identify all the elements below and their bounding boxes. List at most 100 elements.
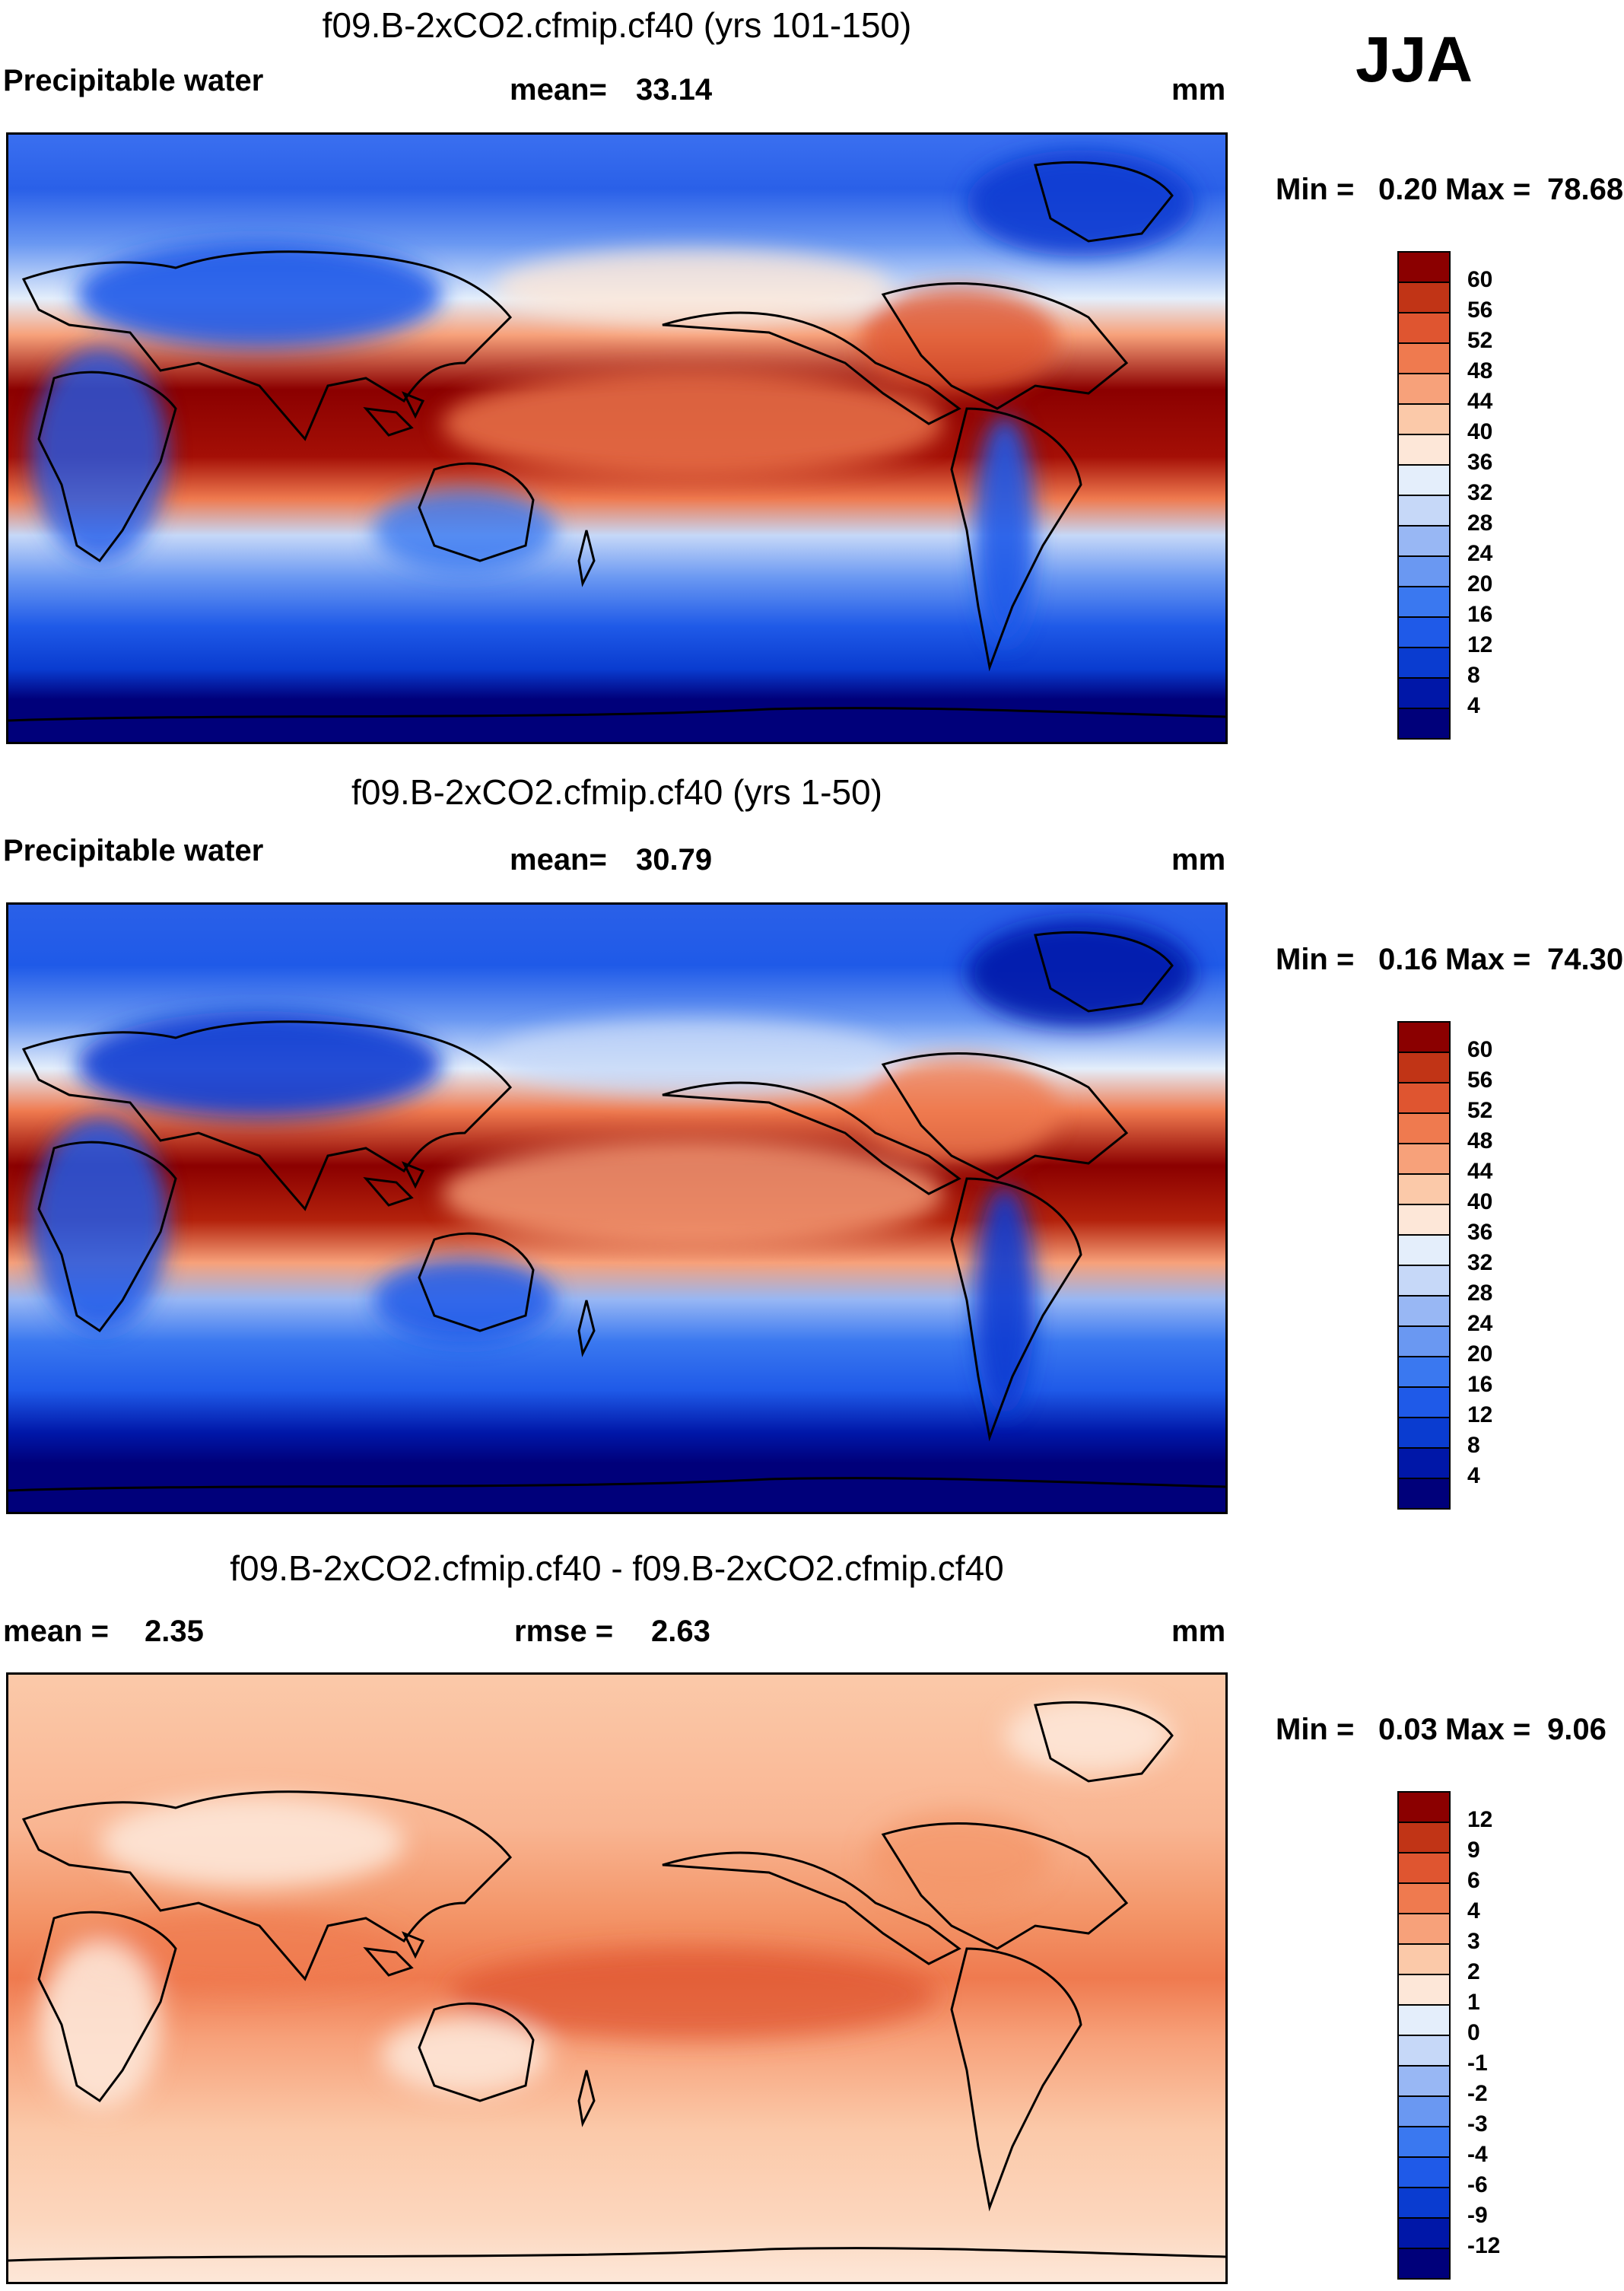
panel-3-rmse-value: 2.63 bbox=[651, 1615, 710, 1648]
colorbar-swatch bbox=[1397, 616, 1451, 648]
colorbar-swatch bbox=[1397, 1822, 1451, 1853]
panel-3-min-label: Min = bbox=[1276, 1713, 1355, 1746]
colorbar-swatch bbox=[1397, 1974, 1451, 2006]
colorbar-tick-label: 12 bbox=[1467, 1402, 1493, 1427]
colorbar-swatch bbox=[1397, 464, 1451, 496]
colorbar-swatch bbox=[1397, 251, 1451, 283]
colorbar-tick-label: -9 bbox=[1467, 2203, 1488, 2228]
colorbar-swatch bbox=[1397, 282, 1451, 313]
colorbar-tick-label: 36 bbox=[1467, 450, 1493, 475]
colorbar-swatch bbox=[1397, 2156, 1451, 2188]
colorbar-tick-label: -1 bbox=[1467, 2051, 1488, 2076]
colorbar-swatch bbox=[1397, 1295, 1451, 1327]
panel-1-min-label: Min = bbox=[1276, 173, 1355, 206]
panel-3-max-label: Max = bbox=[1445, 1713, 1531, 1746]
colorbar-tick-label: 60 bbox=[1467, 1037, 1493, 1062]
colorbar-swatch bbox=[1397, 2217, 1451, 2249]
panel-2-min-value: 0.16 bbox=[1378, 943, 1438, 976]
colorbar-tick-label: 24 bbox=[1467, 541, 1493, 566]
colorbar-swatch bbox=[1397, 1478, 1451, 1510]
colorbar-swatch bbox=[1397, 1082, 1451, 1114]
panel-2-mean-value: 30.79 bbox=[636, 843, 713, 877]
colorbar-tick-label: 52 bbox=[1467, 328, 1493, 353]
colorbar-swatch bbox=[1397, 2095, 1451, 2127]
panel-2-mean-label: mean= bbox=[510, 843, 607, 877]
colorbar-swatch bbox=[1397, 1447, 1451, 1479]
colorbar-swatch bbox=[1397, 586, 1451, 618]
panel-2-max-value: 74.30 bbox=[1547, 943, 1624, 976]
colorbar-tick-label: 9 bbox=[1467, 1838, 1480, 1863]
colorbar-tick-label: 16 bbox=[1467, 1372, 1493, 1397]
panel-3-min-value: 0.03 bbox=[1378, 1713, 1438, 1746]
colorbar-tick-label: 24 bbox=[1467, 1311, 1493, 1336]
colorbar-swatch bbox=[1397, 1913, 1451, 1945]
colorbar-tick-label: 1 bbox=[1467, 1990, 1480, 2015]
colorbar-tick-label: 40 bbox=[1467, 1189, 1493, 1214]
colorbar-swatch bbox=[1397, 1943, 1451, 1975]
colorbar-tick-label: 4 bbox=[1467, 1463, 1480, 1488]
colorbar-tick-label: 44 bbox=[1467, 1159, 1493, 1184]
colorbar-swatch bbox=[1397, 555, 1451, 587]
colorbar-swatch bbox=[1397, 434, 1451, 466]
colorbar-tick-label: 56 bbox=[1467, 1068, 1493, 1093]
colorbar-tick-label: 20 bbox=[1467, 1341, 1493, 1367]
colorbar-swatch bbox=[1397, 1417, 1451, 1449]
colorbar-swatch bbox=[1397, 1021, 1451, 1053]
colorbar-tick-label: 4 bbox=[1467, 1898, 1480, 1923]
colorbar-swatch bbox=[1397, 2035, 1451, 2067]
colorbar-swatch bbox=[1397, 342, 1451, 374]
colorbar-swatch bbox=[1397, 1356, 1451, 1388]
panel-3-mean-value: 2.35 bbox=[145, 1615, 204, 1648]
colorbar-swatch bbox=[1397, 1173, 1451, 1205]
panel-2-units: mm bbox=[1171, 843, 1226, 877]
colorbar-tick-label: 32 bbox=[1467, 1250, 1493, 1275]
colorbar-tick-label: 28 bbox=[1467, 1281, 1493, 1306]
colorbar-tick-label: 48 bbox=[1467, 1128, 1493, 1153]
colorbar-tick-label: 28 bbox=[1467, 511, 1493, 536]
colorbar-tick-label: 12 bbox=[1467, 1807, 1493, 1832]
panel-3-rmse-label: rmse = bbox=[514, 1615, 614, 1648]
panel-1-units: mm bbox=[1171, 73, 1226, 107]
colorbar-tick-label: 60 bbox=[1467, 267, 1493, 292]
colorbar-swatch bbox=[1397, 373, 1451, 405]
panel-3-title: f09.B-2xCO2.cfmip.cf40 - f09.B-2xCO2.cfm… bbox=[230, 1548, 1004, 1588]
colorbar-swatch bbox=[1397, 312, 1451, 344]
panel-1-map bbox=[6, 132, 1228, 744]
colorbar-swatch bbox=[1397, 1234, 1451, 1266]
colorbar-tick-label: 2 bbox=[1467, 1959, 1480, 1984]
colorbar-tick-label: -2 bbox=[1467, 2081, 1488, 2106]
colorbar-swatch bbox=[1397, 1143, 1451, 1175]
colorbar-swatch bbox=[1397, 1882, 1451, 1914]
colorbar-tick-label: -12 bbox=[1467, 2233, 1501, 2258]
colorbar-swatch bbox=[1397, 1791, 1451, 1823]
colorbar-tick-label: 16 bbox=[1467, 602, 1493, 627]
panel-2-variable: Precipitable water bbox=[3, 834, 264, 867]
colorbar-swatch bbox=[1397, 2126, 1451, 2158]
panel-3-map bbox=[6, 1672, 1228, 2284]
colorbar-tick-label: 8 bbox=[1467, 663, 1480, 688]
panel-3-max-value: 9.06 bbox=[1547, 1713, 1607, 1746]
colorbar-tick-label: 40 bbox=[1467, 419, 1493, 444]
colorbar-swatch bbox=[1397, 1052, 1451, 1083]
colorbar-swatch bbox=[1397, 1112, 1451, 1144]
panel-2-title: f09.B-2xCO2.cfmip.cf40 (yrs 1-50) bbox=[351, 772, 882, 812]
colorbar-swatch bbox=[1397, 1265, 1451, 1297]
panel-1-mean-label: mean= bbox=[510, 73, 607, 107]
colorbar-swatch bbox=[1397, 1204, 1451, 1236]
colorbar-tick-label: -4 bbox=[1467, 2142, 1488, 2167]
panel-1-max-value: 78.68 bbox=[1547, 173, 1624, 206]
colorbar-tick-label: 8 bbox=[1467, 1433, 1480, 1458]
colorbar-tick-label: 52 bbox=[1467, 1098, 1493, 1123]
colorbar-tick-label: 44 bbox=[1467, 389, 1493, 414]
colorbar-swatch bbox=[1397, 1852, 1451, 1884]
colorbar-swatch bbox=[1397, 708, 1451, 740]
panel-2-min-label: Min = bbox=[1276, 943, 1355, 976]
panel-2-map bbox=[6, 902, 1228, 1514]
colorbar-swatch bbox=[1397, 495, 1451, 527]
colorbar-tick-label: 36 bbox=[1467, 1220, 1493, 1245]
colorbar-swatch bbox=[1397, 2065, 1451, 2097]
colorbar-tick-label: 12 bbox=[1467, 632, 1493, 657]
season-label: JJA bbox=[1355, 24, 1473, 95]
panel-3-units: mm bbox=[1171, 1615, 1226, 1648]
colorbar-swatch bbox=[1397, 2248, 1451, 2280]
